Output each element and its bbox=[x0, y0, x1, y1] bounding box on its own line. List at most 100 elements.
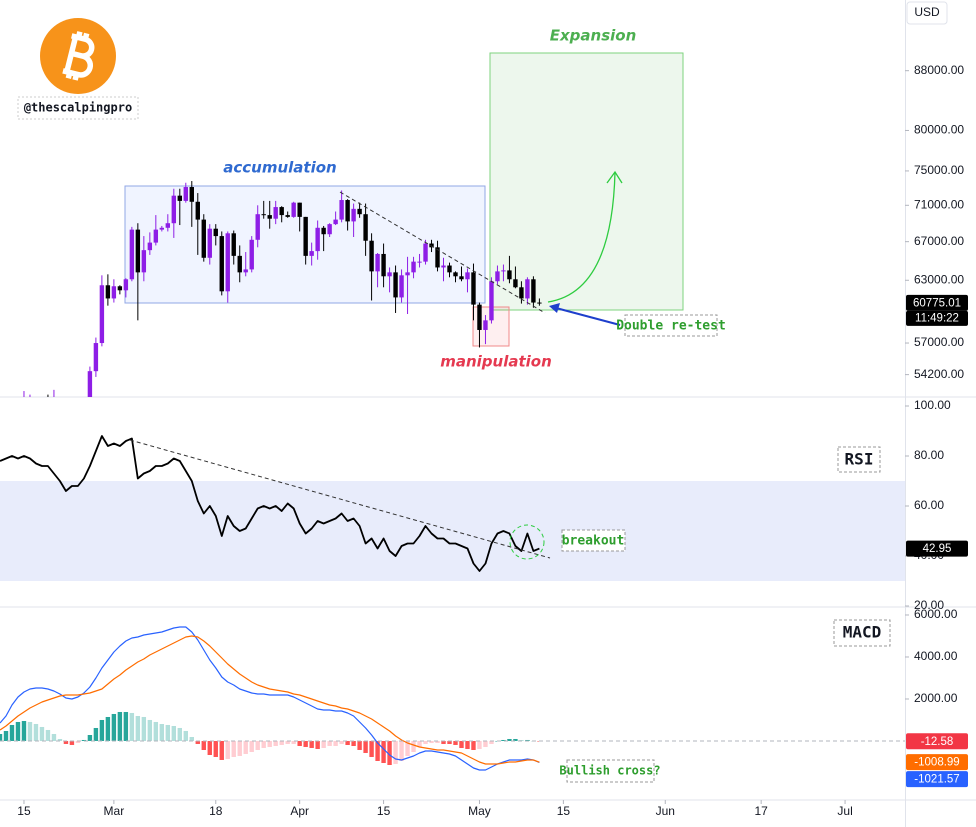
trendline bbox=[129, 439, 551, 559]
candle-body bbox=[483, 320, 488, 330]
candle-body bbox=[297, 202, 302, 217]
histogram-bar bbox=[339, 740, 344, 744]
last-value-box bbox=[906, 771, 968, 788]
histogram-bar bbox=[423, 740, 428, 744]
candle-body bbox=[513, 279, 518, 288]
candle-body bbox=[52, 397, 56, 403]
histogram-bar bbox=[429, 740, 434, 743]
countdown-box bbox=[906, 310, 968, 326]
candle-body bbox=[225, 233, 230, 292]
x-tick-label: 15 bbox=[557, 804, 571, 818]
candle-body bbox=[441, 265, 446, 268]
candle-body bbox=[243, 269, 248, 273]
candle-body bbox=[279, 207, 284, 216]
bitcoin-glyph bbox=[62, 31, 95, 81]
candle-body bbox=[123, 279, 129, 291]
arrow-head bbox=[549, 303, 560, 313]
x-tick-label: Jun bbox=[656, 804, 675, 818]
last-value-label: -1021.57 bbox=[914, 774, 959, 786]
arrow-head bbox=[606, 170, 623, 184]
candle-body bbox=[273, 207, 278, 219]
histogram-bar bbox=[201, 740, 206, 750]
histogram-bar bbox=[321, 740, 326, 749]
annotation: breakout bbox=[562, 534, 625, 549]
candle-body bbox=[477, 304, 482, 330]
candle-body bbox=[411, 261, 416, 273]
candle-body bbox=[327, 224, 332, 235]
histogram-bar bbox=[363, 740, 368, 753]
candle-body bbox=[387, 272, 392, 277]
expansion-arrow bbox=[547, 171, 616, 303]
signal-line bbox=[0, 635, 540, 765]
histogram-bar bbox=[177, 727, 183, 741]
histogram-bar bbox=[405, 740, 410, 757]
y-tick-label: 4000.00 bbox=[914, 649, 958, 663]
annotation: Bullish cross? bbox=[559, 764, 660, 778]
histogram-bar bbox=[15, 721, 21, 741]
candle-body bbox=[201, 219, 206, 258]
candle-body bbox=[369, 240, 374, 272]
histogram-bar bbox=[261, 740, 266, 748]
candle-body bbox=[195, 201, 200, 220]
candle-body bbox=[357, 208, 362, 215]
histogram-bar bbox=[303, 740, 308, 747]
last-value-label: 42.95 bbox=[923, 543, 952, 555]
rsi-line bbox=[0, 435, 540, 572]
currency-box bbox=[906, 1, 948, 25]
candle-body bbox=[471, 272, 476, 305]
candle-body bbox=[10, 425, 14, 429]
candle-body bbox=[237, 255, 242, 273]
candle-body bbox=[285, 215, 290, 217]
histogram-bar bbox=[387, 740, 392, 765]
histogram-bar bbox=[219, 740, 224, 760]
label-box bbox=[837, 446, 881, 473]
histogram-bar bbox=[141, 716, 147, 741]
candle-body bbox=[381, 253, 386, 277]
histogram-bar bbox=[75, 740, 81, 743]
candle-body bbox=[117, 286, 123, 291]
label-box bbox=[566, 759, 655, 783]
rsi-band bbox=[0, 481, 905, 581]
histogram-bar bbox=[213, 740, 218, 757]
y-tick-label: 2000.00 bbox=[914, 691, 958, 705]
histogram-bar bbox=[279, 740, 284, 745]
candle-body bbox=[82, 404, 86, 405]
candle-body bbox=[111, 286, 117, 299]
x-tick-label: 18 bbox=[209, 804, 223, 818]
panel-title: RSI bbox=[845, 450, 874, 469]
label-box bbox=[833, 619, 891, 647]
candle-body bbox=[501, 270, 506, 272]
last-value-box bbox=[906, 733, 968, 750]
candle-body bbox=[333, 219, 338, 225]
histogram-bar bbox=[477, 740, 482, 749]
breakout-circle bbox=[509, 524, 545, 560]
candle-body bbox=[93, 343, 99, 372]
histogram-bar bbox=[69, 740, 75, 745]
candle-body bbox=[177, 195, 183, 201]
histogram-bar bbox=[225, 740, 230, 759]
histogram-bar bbox=[345, 740, 350, 745]
panel-title: MACD bbox=[843, 623, 882, 642]
candle-body bbox=[267, 215, 272, 219]
histogram-bar bbox=[39, 726, 45, 741]
candle-body bbox=[489, 281, 494, 321]
annotation: Double re-test bbox=[616, 319, 726, 334]
histogram-bar bbox=[513, 738, 518, 741]
candle-body bbox=[105, 285, 111, 299]
histogram-bar bbox=[99, 719, 105, 741]
last-value-label: 60775.01 bbox=[913, 297, 961, 309]
candle-body bbox=[4, 425, 8, 447]
last-value-box bbox=[906, 294, 968, 311]
y-tick-label: 57000.00 bbox=[914, 335, 964, 349]
candle-body bbox=[219, 236, 224, 292]
x-tick-label: Apr bbox=[290, 804, 309, 818]
histogram-bar bbox=[309, 740, 314, 748]
histogram-bar bbox=[393, 740, 398, 764]
candle-body bbox=[46, 399, 50, 403]
watermark: @thescalpingpro bbox=[24, 101, 132, 115]
annotation: accumulation bbox=[223, 159, 336, 177]
histogram-bar bbox=[351, 740, 356, 747]
expansion-zone bbox=[489, 52, 684, 311]
histogram-bar bbox=[123, 711, 129, 741]
